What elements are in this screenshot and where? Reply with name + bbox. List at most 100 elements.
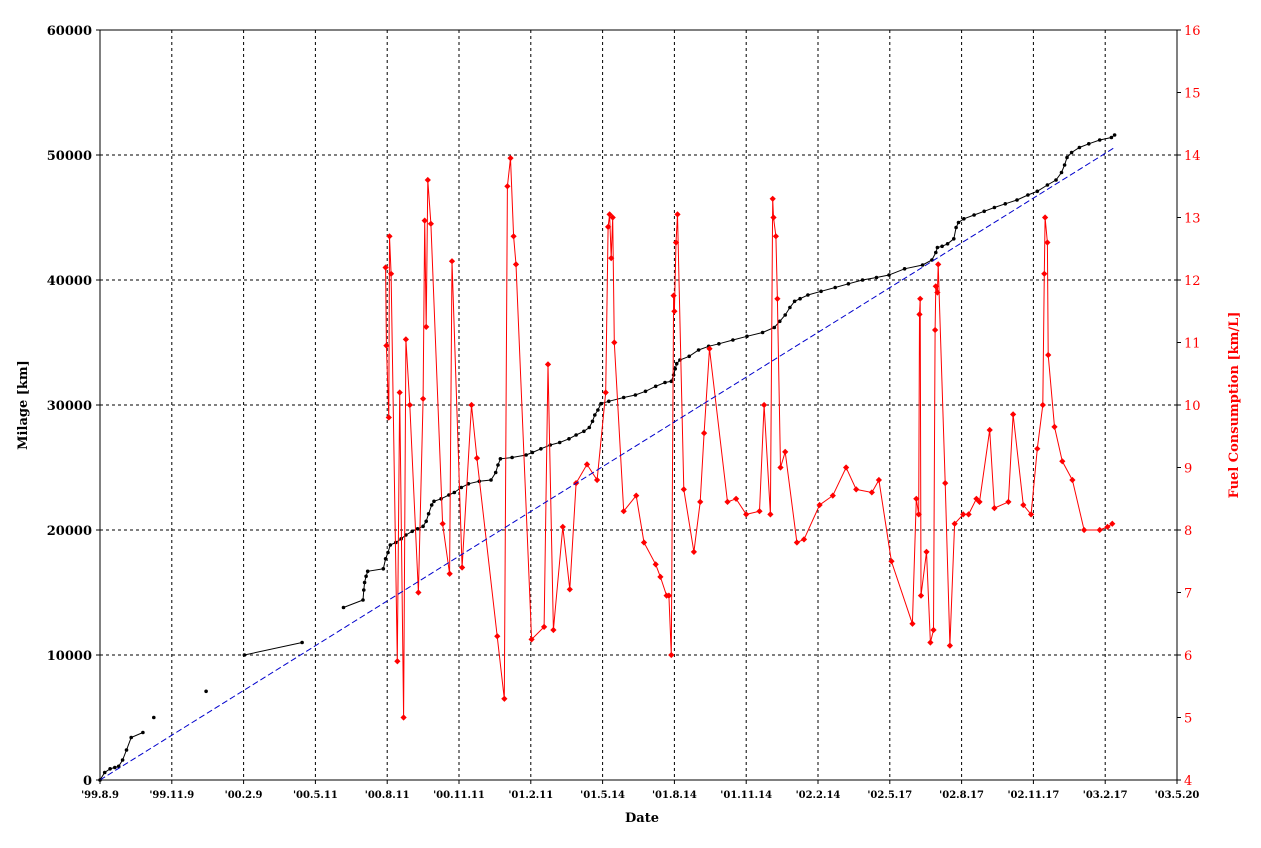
x-tick-label: '01.11.14: [720, 790, 772, 801]
mileage-point: [972, 213, 976, 217]
x-tick-label: '00.5.11: [293, 790, 338, 801]
fuel-point: [888, 558, 895, 565]
x-tick-label: '02.2.14: [796, 790, 841, 801]
mileage-point: [152, 715, 156, 720]
mileage-point: [582, 429, 586, 434]
data-series: [98, 133, 1117, 782]
left-axis-title: Milage [km]: [16, 360, 31, 450]
mileage-point: [778, 319, 782, 324]
fuel-point: [909, 620, 916, 627]
mileage-point: [1003, 202, 1008, 206]
mileage-point: [940, 244, 944, 249]
mileage-point: [982, 209, 986, 214]
mileage-point: [590, 419, 595, 424]
left-tick-label: 40000: [47, 274, 92, 289]
plot-frame: [99, 29, 1178, 781]
mileage-point: [459, 485, 464, 490]
fuel-point: [540, 623, 548, 631]
mileage-point: [341, 605, 346, 610]
fuel-point: [915, 511, 922, 518]
mileage-point: [204, 689, 208, 694]
right-tick-label: 15: [1184, 87, 1201, 102]
mileage-point: [124, 748, 129, 752]
mileage-point: [587, 425, 592, 430]
mileage-point: [1062, 163, 1067, 167]
fuel-point: [932, 283, 939, 290]
right-tick-label: 11: [1184, 337, 1201, 352]
right-tick-label: 7: [1184, 587, 1192, 602]
mileage-point: [567, 437, 571, 441]
fuel-point: [931, 326, 939, 334]
fuel-point: [965, 511, 972, 518]
mileage-point: [696, 348, 701, 352]
fuel-point: [439, 520, 446, 527]
mileage-point: [952, 237, 956, 241]
mileage-point: [574, 433, 578, 437]
fuel-point: [1041, 270, 1048, 277]
right-tick-label: 14: [1184, 149, 1201, 164]
mileage-point: [934, 250, 938, 255]
mileage-point: [557, 440, 562, 445]
fuel-point: [960, 511, 967, 518]
left-tick-label: 20000: [47, 524, 92, 539]
mileage-point: [120, 758, 125, 762]
fuel-point: [385, 414, 392, 421]
fuel-point: [1109, 520, 1116, 527]
mileage-point: [887, 273, 891, 277]
fuel-point: [473, 455, 481, 462]
fuel-point: [782, 448, 789, 456]
mileage-point: [673, 367, 677, 371]
mileage-point: [860, 278, 865, 282]
fuel-point: [670, 292, 677, 299]
mileage-point: [1035, 189, 1040, 194]
mileage-point: [424, 519, 429, 524]
fuel-line: [385, 158, 1113, 718]
right-tick-label: 5: [1184, 712, 1192, 727]
fuel-point: [991, 504, 998, 512]
fuel-point: [419, 395, 427, 402]
x-axis-title: Date: [625, 811, 659, 826]
fuel-point: [986, 426, 993, 434]
fuel-point: [927, 639, 934, 646]
mileage-point: [548, 443, 553, 447]
mileage-point: [362, 580, 367, 585]
fuel-point: [732, 495, 740, 502]
x-tick-label: '00.8.11: [365, 790, 410, 801]
mileage-point: [242, 653, 247, 657]
fuel-point: [769, 195, 776, 202]
mileage-point: [874, 275, 879, 280]
mileage-point: [599, 401, 603, 406]
mileage-point: [496, 463, 500, 467]
mileage-point: [364, 574, 368, 579]
mileage-point: [920, 263, 925, 267]
mileage-point: [1077, 145, 1082, 150]
fuel-point: [406, 401, 413, 409]
mileage-point: [671, 373, 676, 377]
mileage-point: [102, 770, 107, 775]
mileage-point: [633, 393, 638, 397]
mileage-point: [300, 640, 304, 645]
mileage-point: [113, 765, 117, 770]
mileage-point: [381, 567, 386, 571]
right-tick-label: 4: [1184, 774, 1192, 789]
fuel-point: [504, 183, 511, 190]
mileage-point: [962, 217, 966, 221]
fuel-point: [724, 498, 731, 506]
mileage-point: [945, 242, 950, 246]
fuel-point: [777, 464, 784, 471]
mileage-point: [1109, 135, 1114, 140]
mileage-point: [1054, 178, 1058, 182]
mileage-point: [452, 490, 457, 495]
mileage-point: [621, 395, 626, 400]
mileage-point: [421, 524, 425, 529]
mileage-point: [593, 413, 597, 417]
mileage-point: [524, 453, 528, 457]
fuel-point: [942, 479, 949, 487]
fuel-point: [1104, 523, 1111, 531]
mileage-point: [669, 379, 674, 384]
right-axis-title: Fuel Consumption [km/L]: [1227, 312, 1242, 499]
mileage-point: [731, 338, 735, 342]
fuel-point: [602, 389, 609, 396]
fuel-point: [1059, 458, 1066, 465]
mileage-point: [930, 258, 934, 262]
